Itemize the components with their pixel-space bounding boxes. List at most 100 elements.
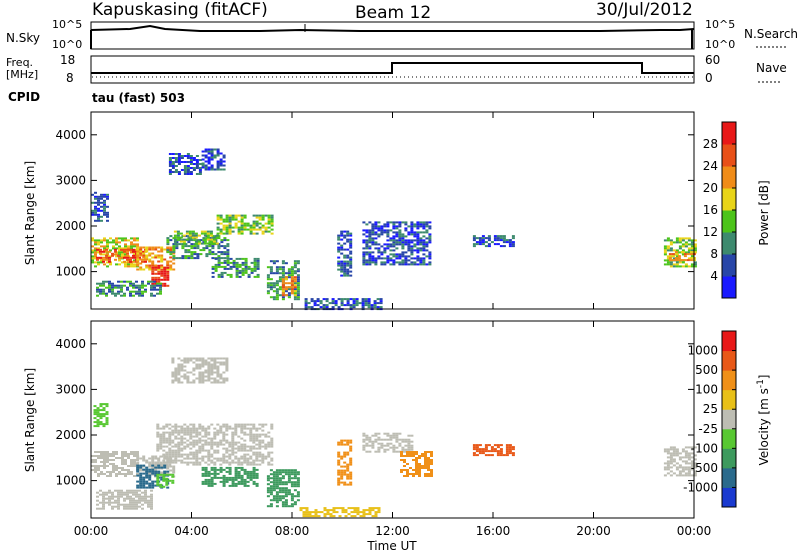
velocity-cell-2 [162, 453, 166, 456]
power-cell-9 [220, 273, 224, 276]
power-cell-7 [197, 234, 201, 237]
power-cell-12 [177, 163, 181, 165]
power-cell-6 [205, 255, 209, 258]
power-cell-5 [138, 286, 141, 289]
velocity-cell-0 [97, 467, 100, 469]
power-colorbar-segment [722, 232, 736, 255]
power-cell-16 [383, 223, 387, 226]
velocity-cell-2 [234, 451, 238, 454]
velocity-cell-7 [177, 371, 181, 374]
velocity-cell-11 [343, 451, 347, 454]
power-cell-16 [392, 235, 396, 238]
power-cell-1 [112, 247, 115, 250]
velocity-cell-11 [349, 445, 353, 448]
velocity-cell-4 [136, 468, 140, 471]
power-cell-14 [340, 302, 344, 305]
velocity-cell-2 [165, 425, 169, 428]
power-cell-12 [180, 155, 184, 157]
velocity-cell-12 [374, 450, 378, 453]
velocity-cell-2 [174, 443, 178, 446]
power-cell-5 [99, 290, 102, 293]
velocity-cell-4 [142, 464, 146, 467]
power-cell-15 [349, 242, 353, 245]
power-cell-14 [331, 306, 335, 309]
velocity-cell-4 [142, 480, 146, 483]
velocity-cell-8 [204, 474, 208, 477]
power-cell-6 [196, 245, 200, 248]
power-cell-2 [126, 252, 129, 255]
velocity-cell-10 [332, 507, 336, 510]
power-cell-1 [124, 263, 127, 266]
power-cell-2 [105, 254, 108, 257]
power-cell-16 [401, 253, 405, 256]
power-cell-6 [178, 257, 182, 260]
power-cell-17 [481, 237, 485, 240]
velocity-cell-9 [281, 469, 285, 472]
power-cell-17 [475, 241, 479, 244]
velocity-cell-15 [684, 466, 688, 469]
velocity-cell-13 [424, 457, 427, 459]
power-cell-16 [401, 235, 405, 238]
power-cell-13 [204, 156, 208, 159]
power-cell-7 [173, 230, 177, 233]
velocity-cell-12 [368, 438, 372, 441]
velocity-cell-2 [189, 435, 193, 438]
power-cell-19 [677, 257, 681, 260]
power-cell-14 [322, 298, 326, 301]
power-cell-2 [126, 256, 129, 259]
power-cell-6 [193, 247, 197, 250]
power-cell-12 [174, 157, 178, 159]
power-cell-18 [693, 245, 697, 248]
power-cell-16 [413, 233, 417, 236]
power-cell-3 [145, 266, 149, 269]
velocity-cell-8 [210, 480, 214, 483]
velocity-cell-8 [204, 468, 208, 471]
power-cell-5 [150, 284, 153, 287]
power-cell-16 [416, 247, 420, 250]
velocity-cell-10 [311, 515, 315, 518]
velocity-cell-9 [278, 499, 282, 502]
power-cell-16 [401, 251, 405, 254]
power-cell-1 [106, 245, 109, 248]
velocity-cell-2 [237, 445, 241, 448]
power-cell-12 [195, 163, 199, 165]
power-cell-19 [680, 259, 684, 262]
power-cell-4 [154, 278, 158, 281]
power-cell-14 [334, 302, 338, 305]
power-cell-16 [362, 253, 366, 256]
power-cell-4 [151, 276, 155, 279]
power-cell-6 [196, 253, 200, 256]
velocity-cell-2 [213, 435, 217, 438]
velocity-cell-6 [111, 495, 114, 498]
velocity-cell-0 [94, 465, 97, 467]
power-cell-2 [126, 250, 129, 253]
velocity-cell-10 [377, 511, 381, 514]
power-cell-3 [136, 256, 140, 259]
velocity-cell-4 [139, 480, 143, 483]
power-cell-10 [296, 270, 300, 273]
velocity-cell-1 [145, 459, 149, 462]
velocity-cell-10 [362, 509, 366, 512]
velocity-cell-2 [162, 441, 166, 444]
velocity-cell-15 [663, 466, 667, 469]
velocity-cell-7 [192, 379, 196, 382]
power-cell-16 [419, 243, 423, 246]
power-cell-3 [145, 246, 149, 249]
power-cell-13 [210, 148, 214, 151]
power-cell-6 [202, 237, 206, 240]
velocity-cell-2 [237, 449, 241, 452]
power-cell-15 [340, 260, 344, 263]
velocity-cell-2 [252, 459, 256, 462]
velocity-cell-8 [246, 476, 250, 479]
velocity-cell-7 [222, 381, 226, 384]
power-cell-16 [416, 241, 420, 244]
power-cell-4 [160, 278, 164, 281]
velocity-colorbar-segment [722, 350, 736, 371]
power-cell-3 [136, 268, 140, 271]
velocity-cell-2 [156, 445, 160, 448]
velocity-cell-6 [126, 493, 129, 496]
velocity-cell-14 [478, 450, 482, 453]
power-cell-3 [166, 268, 170, 271]
power-cell-15 [346, 270, 350, 273]
power-cell-18 [666, 239, 670, 242]
